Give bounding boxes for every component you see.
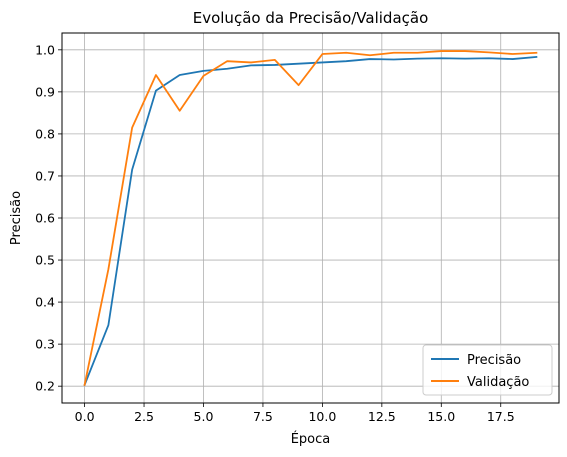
x-axis: 0.0 2.5 5.0 7.5 10.0 12.5 15.0 17.5 bbox=[75, 403, 515, 424]
x-tick-label: 10.0 bbox=[308, 409, 336, 424]
x-tick-label: 12.5 bbox=[368, 409, 396, 424]
y-axis-label: Precisão bbox=[9, 191, 24, 245]
y-tick-label: 0.2 bbox=[35, 379, 55, 394]
y-tick-label: 0.8 bbox=[35, 126, 55, 141]
y-tick-label: 1.0 bbox=[35, 42, 55, 57]
legend-box bbox=[422, 344, 553, 396]
x-axis-label: Época bbox=[291, 431, 331, 447]
plot-lines bbox=[83, 50, 538, 387]
x-tick-label: 2.5 bbox=[134, 409, 154, 424]
y-tick-label: 0.7 bbox=[35, 168, 55, 183]
x-tick-label: 5.0 bbox=[194, 409, 214, 424]
series-line-precisao bbox=[83, 55, 538, 387]
y-tick-label: 0.4 bbox=[35, 295, 55, 310]
grid bbox=[62, 33, 559, 403]
x-tick-label: 17.5 bbox=[487, 409, 515, 424]
x-tick-label: 15.0 bbox=[427, 409, 455, 424]
x-tick-label: 0.0 bbox=[75, 409, 95, 424]
legend-label-precisao: Precisão bbox=[467, 353, 521, 368]
y-tick-label: 0.9 bbox=[35, 84, 55, 99]
series-line-validacao bbox=[83, 50, 538, 386]
chart-title: Evolução da Precisão/Validação bbox=[193, 9, 429, 27]
y-axis: 0.2 0.3 0.4 0.5 0.6 0.7 0.8 0.9 1.0 bbox=[35, 42, 62, 394]
legend: Precisão Validação bbox=[422, 344, 553, 396]
x-tick-label: 7.5 bbox=[253, 409, 273, 424]
legend-label-validacao: Validação bbox=[467, 375, 529, 390]
y-tick-label: 0.6 bbox=[35, 211, 55, 226]
y-tick-label: 0.5 bbox=[35, 253, 55, 268]
y-tick-label: 0.3 bbox=[35, 337, 55, 352]
